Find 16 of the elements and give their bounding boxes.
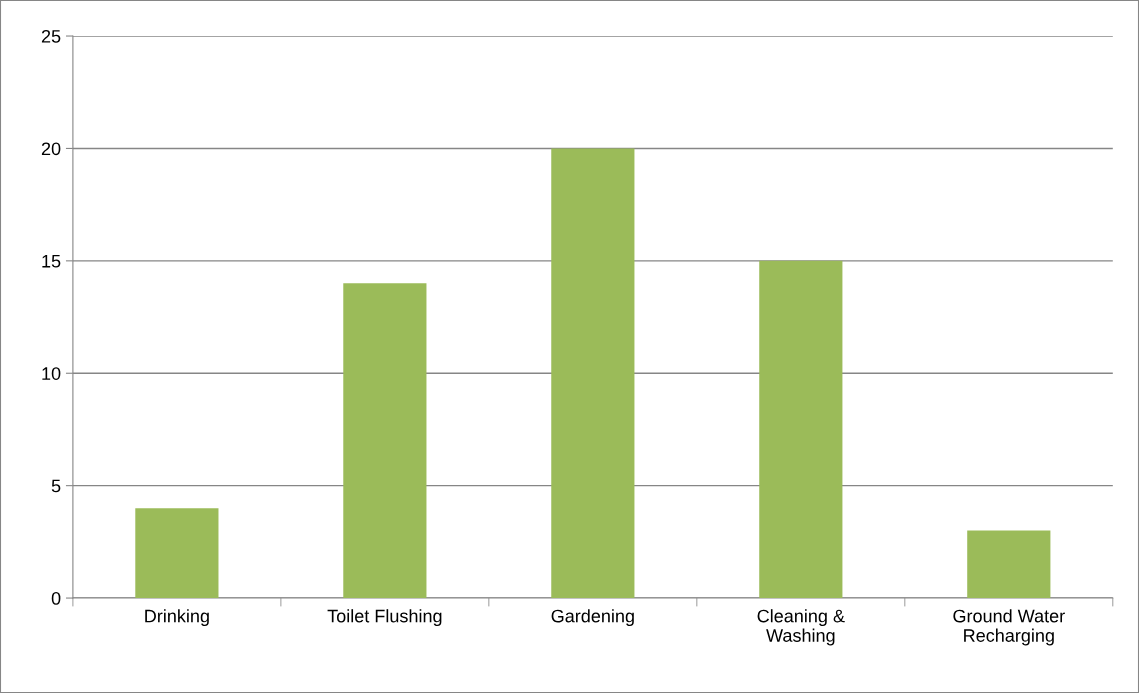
bar xyxy=(967,530,1051,599)
y-tick-label: 20 xyxy=(41,142,61,156)
y-tick-label: 10 xyxy=(42,367,61,380)
y-tick-label: 5 xyxy=(51,479,61,493)
x-tick-label: Gardening xyxy=(551,609,634,626)
y-tick-label: 15 xyxy=(42,254,61,268)
bar xyxy=(759,260,843,599)
bar xyxy=(135,508,219,599)
y-tick-label: 25 xyxy=(41,29,61,43)
bar xyxy=(551,148,635,599)
y-tick-label: 0 xyxy=(51,591,61,605)
x-tick-label: Ground Water Recharging xyxy=(953,609,1065,646)
x-tick-label: Toilet Flushing xyxy=(327,609,442,626)
bar xyxy=(343,283,427,599)
x-tick-label: Cleaning & Washing xyxy=(757,609,845,646)
x-tick-label: Drinking xyxy=(145,609,209,626)
